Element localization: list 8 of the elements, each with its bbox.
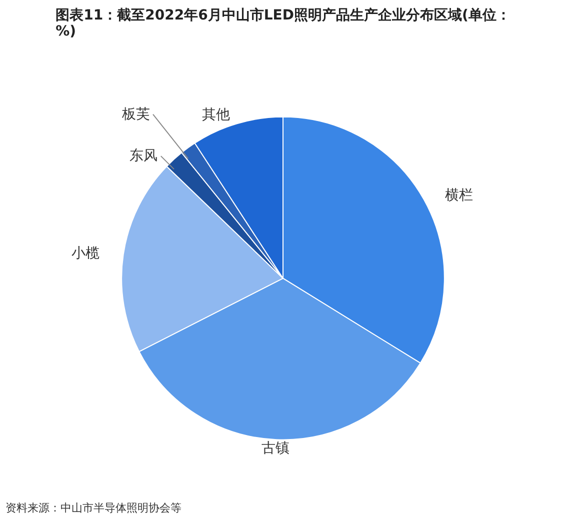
slice-label: 横栏	[445, 187, 474, 204]
slice-label: 板芙	[120, 106, 150, 122]
slice-label: 小榄	[71, 245, 100, 262]
slice-label: 古镇	[261, 440, 290, 456]
chart-title: 图表11：截至2022年6月中山市LED照明产品生产企业分布区域(单位：%)	[56, 6, 510, 40]
slice-label: 其他	[202, 107, 230, 124]
slice-label: 东风	[130, 148, 158, 164]
text: 资料来源：中山市半导体照明协会等	[6, 502, 182, 514]
